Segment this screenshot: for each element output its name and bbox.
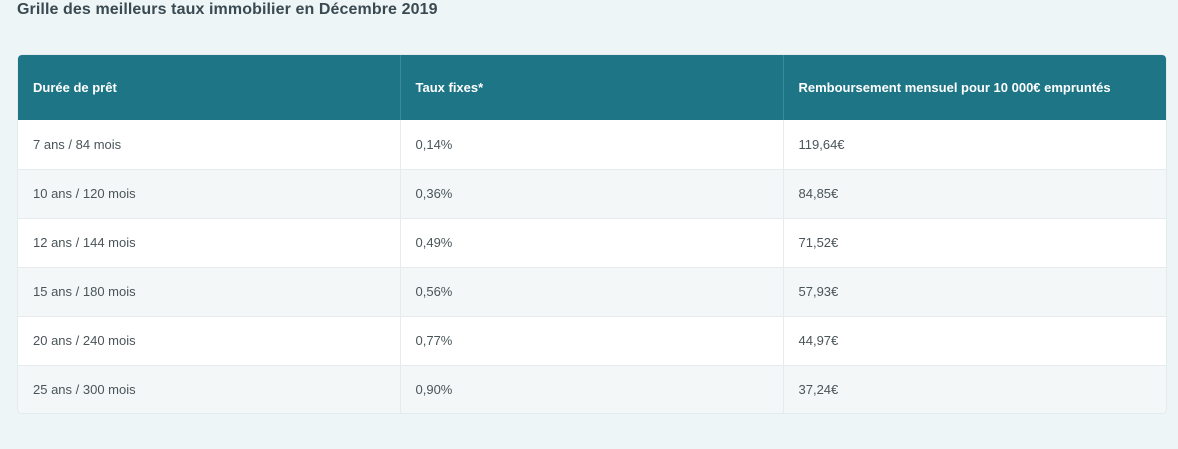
cell-rate: 0,14%	[400, 120, 784, 169]
page-title: Grille des meilleurs taux immobilier en …	[17, 1, 438, 18]
cell-duration: 20 ans / 240 mois	[18, 315, 401, 365]
header-fixed-rate: Taux fixes*	[400, 55, 784, 120]
cell-payment: 44,97€	[783, 315, 1166, 365]
cell-duration: 12 ans / 144 mois	[18, 217, 401, 267]
cell-payment: 119,64€	[798, 136, 845, 152]
cell-payment: 84,85€	[783, 168, 1166, 218]
cell-rate: 0,90%	[400, 364, 784, 413]
cell-rate: 0,77%	[400, 315, 784, 365]
cell-duration: 25 ans / 300 mois	[18, 364, 401, 413]
cell-rate: 0,36%	[400, 168, 784, 218]
table-row: 7 ans / 84 mois 0,14% 119,64€	[18, 120, 1166, 169]
table-row: 12 ans / 144 mois 0,49% 71,52€	[18, 217, 1166, 267]
table-body: 7 ans / 84 mois 0,14% 119,64€ 10 ans / 1…	[18, 120, 1166, 413]
header-row: Durée de prêt Taux fixes* Remboursement …	[18, 55, 1166, 120]
table-row: 25 ans / 300 mois 0,90% 37,24€	[18, 364, 1166, 413]
cell-payment: 57,93€	[783, 266, 1166, 316]
rates-table: Durée de prêt Taux fixes* Remboursement …	[17, 54, 1167, 414]
cell-payment: 37,24€	[783, 364, 1166, 413]
cell-rate: 0,56%	[400, 266, 784, 316]
header-monthly-payment: Remboursement mensuel pour 10 000€ empru…	[798, 80, 1111, 95]
table-row: 15 ans / 180 mois 0,56% 57,93€	[18, 266, 1166, 316]
table-header: Durée de prêt Taux fixes* Remboursement …	[18, 55, 1166, 120]
cell-payment: 71,52€	[783, 217, 1166, 267]
header-duration: Durée de prêt	[18, 55, 401, 120]
cell-rate: 0,49%	[400, 217, 784, 267]
cell-duration: 10 ans / 120 mois	[18, 168, 401, 218]
table-row: 20 ans / 240 mois 0,77% 44,97€	[18, 315, 1166, 365]
cell-duration: 7 ans / 84 mois	[18, 120, 401, 169]
table-row: 10 ans / 120 mois 0,36% 84,85€	[18, 168, 1166, 218]
cell-duration: 15 ans / 180 mois	[18, 266, 401, 316]
